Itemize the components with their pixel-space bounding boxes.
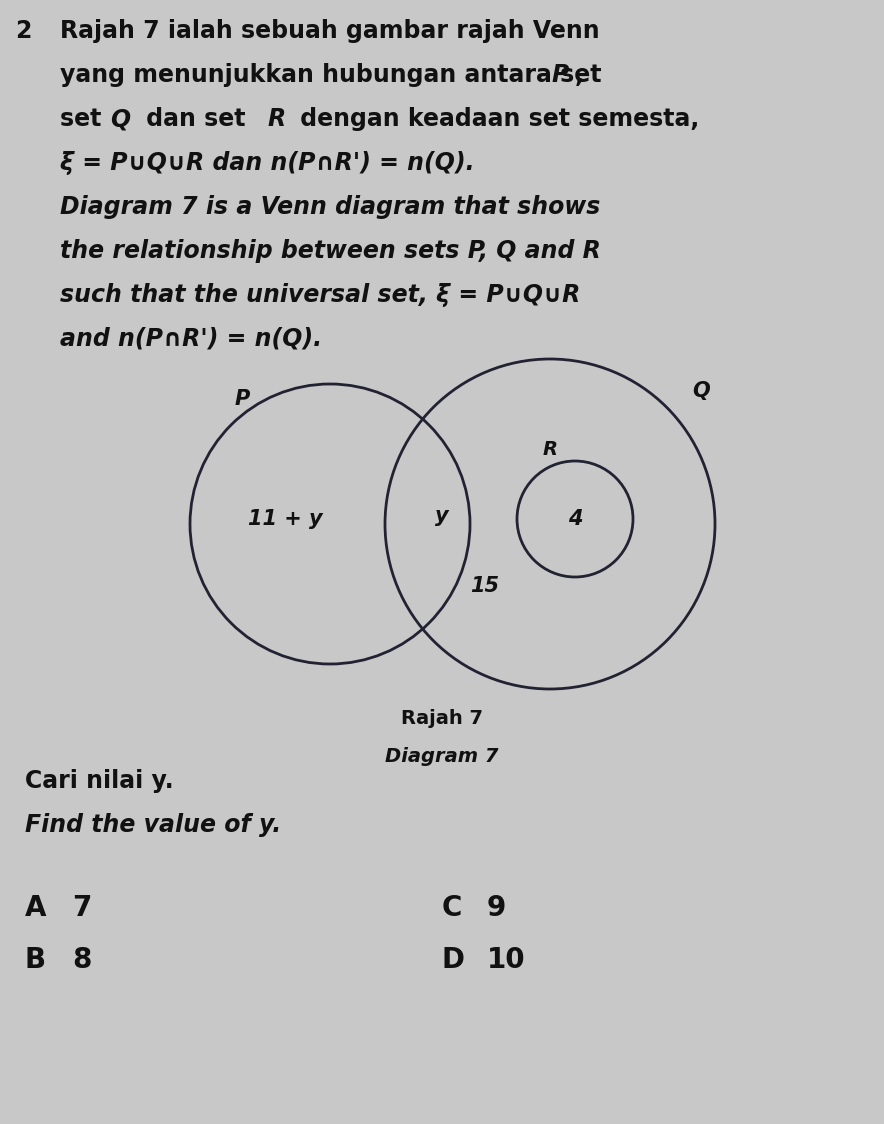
- Text: Q: Q: [692, 381, 710, 401]
- Text: ξ = P∪Q∪R dan n(P∩R') = n(Q).: ξ = P∪Q∪R dan n(P∩R') = n(Q).: [60, 151, 475, 175]
- Text: 9: 9: [487, 894, 507, 922]
- Text: Cari nilai y.: Cari nilai y.: [25, 769, 173, 794]
- Text: R: R: [268, 107, 286, 132]
- Text: B: B: [25, 946, 46, 975]
- Text: 7: 7: [72, 894, 91, 922]
- Text: y: y: [435, 506, 449, 526]
- Text: Rajah 7: Rajah 7: [401, 709, 483, 728]
- Text: Diagram 7 is a Venn diagram that shows: Diagram 7 is a Venn diagram that shows: [60, 194, 600, 219]
- Text: yang menunjukkan hubungan antara set: yang menunjukkan hubungan antara set: [60, 63, 610, 87]
- Text: such that the universal set, ξ = P∪Q∪R: such that the universal set, ξ = P∪Q∪R: [60, 283, 581, 307]
- Text: Rajah 7 ialah sebuah gambar rajah Venn: Rajah 7 ialah sebuah gambar rajah Venn: [60, 19, 599, 43]
- Text: dan set: dan set: [138, 107, 254, 132]
- Text: R: R: [543, 439, 558, 459]
- Text: 15: 15: [470, 575, 499, 596]
- Text: dengan keadaan set semesta,: dengan keadaan set semesta,: [292, 107, 699, 132]
- Text: 4: 4: [568, 509, 583, 529]
- Text: 10: 10: [487, 946, 526, 975]
- Text: A: A: [25, 894, 47, 922]
- Text: Find the value of y.: Find the value of y.: [25, 813, 281, 837]
- Text: P: P: [235, 389, 250, 409]
- Text: P: P: [552, 63, 569, 87]
- Text: 2: 2: [15, 19, 31, 43]
- Text: the relationship between sets P, Q and R: the relationship between sets P, Q and R: [60, 239, 601, 263]
- Text: Q: Q: [110, 107, 130, 132]
- Text: 8: 8: [72, 946, 91, 975]
- Text: D: D: [442, 946, 465, 975]
- Text: Diagram 7: Diagram 7: [385, 747, 499, 765]
- Text: 11 + y: 11 + y: [248, 509, 323, 529]
- Text: set: set: [60, 107, 110, 132]
- Text: and n(P∩R') = n(Q).: and n(P∩R') = n(Q).: [60, 327, 322, 351]
- Text: C: C: [442, 894, 462, 922]
- Text: ,: ,: [575, 63, 583, 87]
